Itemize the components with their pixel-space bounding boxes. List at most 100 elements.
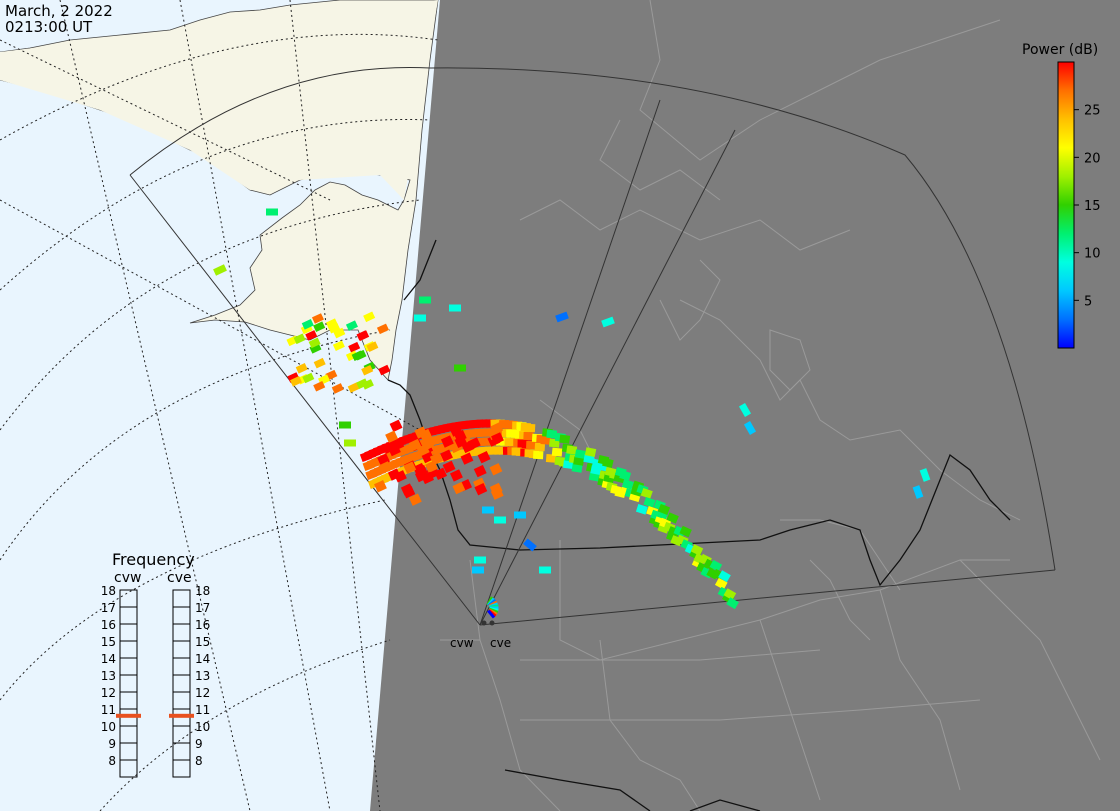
echo-cell bbox=[419, 296, 431, 304]
frequency-cell bbox=[172, 759, 191, 778]
echo-cell bbox=[430, 452, 443, 465]
echo-cell bbox=[452, 481, 466, 495]
echo-cell bbox=[473, 464, 487, 478]
time-label: 0213:00 UT bbox=[5, 18, 93, 36]
echo-cell bbox=[545, 453, 557, 463]
echo-cell bbox=[333, 327, 346, 339]
frequency-panel: Frequency cvw cve 1817161514131211109818… bbox=[101, 550, 210, 778]
echo-cell bbox=[414, 314, 426, 322]
frequency-cell bbox=[119, 759, 138, 778]
echo-cell bbox=[313, 321, 326, 332]
date-label: March, 2 2022 bbox=[5, 2, 113, 20]
echo-cell bbox=[305, 330, 318, 341]
frequency-scale-label: 16 bbox=[195, 618, 210, 632]
backscatter-cells bbox=[213, 208, 931, 619]
frequency-scale-label: 13 bbox=[101, 669, 116, 683]
echo-cell bbox=[309, 343, 322, 354]
echo-cell bbox=[540, 435, 552, 445]
colorbar-tick-label: 10 bbox=[1084, 247, 1101, 262]
echo-cell bbox=[293, 333, 306, 345]
site-marker-cve bbox=[489, 620, 495, 626]
colorbar-tick-label: 15 bbox=[1084, 199, 1101, 214]
radar-label-cve: cve bbox=[167, 570, 192, 586]
echo-cell bbox=[714, 577, 728, 590]
graticule bbox=[0, 0, 439, 811]
frequency-scale-label: 8 bbox=[108, 754, 116, 768]
echo-cell bbox=[640, 487, 653, 499]
echo-cell bbox=[356, 378, 369, 389]
frequency-scale-label: 10 bbox=[195, 720, 210, 734]
echo-cell bbox=[709, 559, 723, 572]
frequency-scale-label: 12 bbox=[195, 686, 210, 700]
echo-cell bbox=[643, 496, 656, 508]
colorbar-ticks: 25 20 15 10 5 bbox=[1074, 104, 1101, 309]
echo-cell bbox=[295, 363, 308, 374]
echo-cell bbox=[546, 429, 558, 439]
frequency-title: Frequency bbox=[112, 550, 195, 569]
echo-cell bbox=[523, 538, 537, 552]
echo-cell bbox=[325, 318, 338, 329]
colorbar: Power (dB) 25 20 15 10 5 bbox=[1022, 42, 1101, 349]
frequency-scale-label: 15 bbox=[195, 635, 210, 649]
echo-cell bbox=[566, 445, 578, 455]
colorbar-tick-label: 25 bbox=[1084, 104, 1101, 119]
echo-cell bbox=[738, 403, 752, 417]
frequency-scale-label: 14 bbox=[101, 652, 116, 666]
echo-cell bbox=[726, 597, 739, 610]
echo-cell bbox=[453, 429, 467, 443]
frequency-scale-label: 10 bbox=[101, 720, 116, 734]
echo-cell bbox=[454, 364, 466, 372]
echo-cell bbox=[555, 311, 569, 323]
radar-label-cvw: cvw bbox=[114, 570, 141, 586]
night-coastlines bbox=[440, 0, 1101, 811]
echo-cell bbox=[477, 450, 491, 464]
echo-cell bbox=[573, 456, 585, 466]
colorbar-tick-label: 5 bbox=[1084, 294, 1092, 309]
echo-cell bbox=[301, 319, 314, 330]
echo-cell bbox=[289, 376, 302, 387]
echo-cell bbox=[408, 493, 422, 506]
echo-cell bbox=[490, 422, 504, 435]
echo-cell bbox=[434, 467, 448, 481]
echo-cell bbox=[533, 450, 544, 460]
frequency-scale-label: 18 bbox=[195, 584, 210, 598]
radar-fov bbox=[129, 66, 1056, 626]
frequency-scale-label: 9 bbox=[195, 737, 203, 751]
echo-cell bbox=[266, 208, 278, 216]
echo-cell bbox=[526, 440, 537, 450]
echo-cell bbox=[551, 447, 563, 457]
echo-cell bbox=[421, 438, 435, 451]
frequency-scale-label: 17 bbox=[101, 601, 116, 615]
echo-cell bbox=[302, 372, 315, 384]
colorbar-title: Power (dB) bbox=[1022, 42, 1098, 58]
echo-cell bbox=[474, 482, 488, 496]
echo-cell bbox=[328, 322, 341, 334]
frequency-scale-label: 13 bbox=[195, 669, 210, 683]
echo-cell bbox=[400, 483, 414, 496]
echo-cell bbox=[523, 431, 534, 441]
echo-cell bbox=[574, 449, 586, 459]
frequency-scale-label: 8 bbox=[195, 754, 203, 768]
echo-cell bbox=[313, 380, 326, 392]
echo-cell bbox=[374, 480, 387, 493]
echo-cell bbox=[389, 419, 403, 433]
echo-cell bbox=[387, 443, 401, 457]
echo-cell bbox=[356, 330, 369, 341]
echo-cell bbox=[472, 566, 484, 574]
echo-cell bbox=[313, 357, 326, 369]
echo-cell bbox=[690, 544, 704, 556]
echo-cell bbox=[308, 337, 321, 349]
echo-cell bbox=[491, 432, 504, 445]
frequency-scale-label: 12 bbox=[101, 686, 116, 700]
frequency-scale-label: 18 bbox=[101, 584, 116, 598]
site-marker-cvw bbox=[481, 620, 487, 626]
echo-cell bbox=[912, 485, 924, 499]
echo-cell bbox=[679, 525, 692, 538]
echo-cell bbox=[490, 487, 504, 500]
radar-sites: cvw cve bbox=[450, 620, 511, 650]
alaska-mainland-fill bbox=[0, 0, 438, 200]
echo-cell bbox=[718, 570, 731, 583]
echo-cell bbox=[743, 421, 757, 435]
echo-cell bbox=[602, 457, 614, 469]
